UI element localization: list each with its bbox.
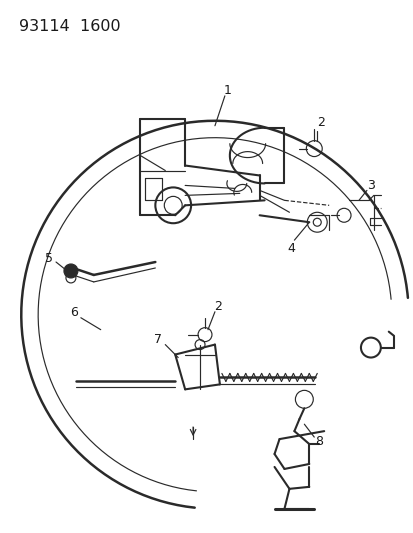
Text: 93114  1600: 93114 1600 [19,19,121,34]
Circle shape [64,264,78,278]
Text: 8: 8 [314,434,323,448]
Text: 5: 5 [45,252,53,264]
Text: 2: 2 [316,116,324,130]
Text: 2: 2 [214,300,221,313]
Text: 3: 3 [366,179,374,192]
Text: 4: 4 [287,241,294,255]
Text: 6: 6 [70,306,78,319]
Text: 1: 1 [223,84,231,98]
Text: 7: 7 [154,333,162,346]
